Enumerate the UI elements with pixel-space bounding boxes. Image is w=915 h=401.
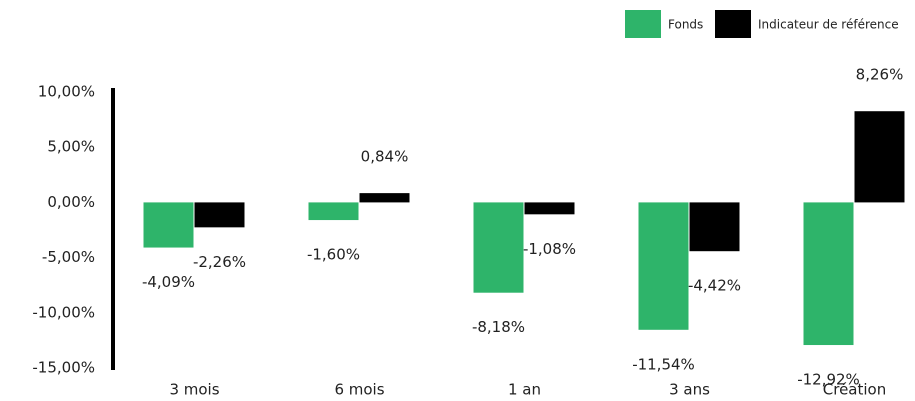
y-tick-label: -10,00% [32, 303, 95, 321]
x-tick-label: 6 mois [334, 381, 384, 399]
bar [854, 111, 905, 203]
y-tick-label: 5,00% [47, 138, 95, 156]
data-label: 8,26% [856, 66, 904, 84]
legend-swatch [625, 10, 661, 38]
data-label: -4,09% [142, 273, 195, 291]
y-tick-label: -5,00% [42, 248, 95, 266]
bar [194, 202, 245, 228]
legend-label: Indicateur de référence [758, 18, 899, 32]
bar [638, 202, 689, 330]
data-label: -11,54% [632, 355, 695, 373]
x-tick-label: 3 mois [169, 381, 219, 399]
y-tick-label: -15,00% [32, 359, 95, 377]
x-tick-label: 1 an [508, 381, 541, 399]
y-tick-label: 10,00% [38, 83, 95, 101]
data-label: -8,18% [472, 318, 525, 336]
bar [308, 202, 359, 221]
legend-label: Fonds [668, 18, 703, 32]
x-tick-label: Création [823, 381, 886, 399]
legend-swatch [715, 10, 751, 38]
data-label: -4,42% [688, 277, 741, 295]
bar [803, 202, 854, 346]
data-label: -1,60% [307, 246, 360, 264]
bar [359, 193, 410, 203]
bar [524, 202, 575, 215]
data-label: -12,92% [797, 371, 860, 389]
data-label: -1,08% [523, 240, 576, 258]
bar [473, 202, 524, 293]
data-label: -2,26% [193, 253, 246, 271]
y-tick-label: 0,00% [47, 193, 95, 211]
bar [689, 202, 740, 252]
data-label: 0,84% [361, 148, 409, 166]
x-tick-label: 3 ans [669, 381, 710, 399]
bar [143, 202, 194, 248]
